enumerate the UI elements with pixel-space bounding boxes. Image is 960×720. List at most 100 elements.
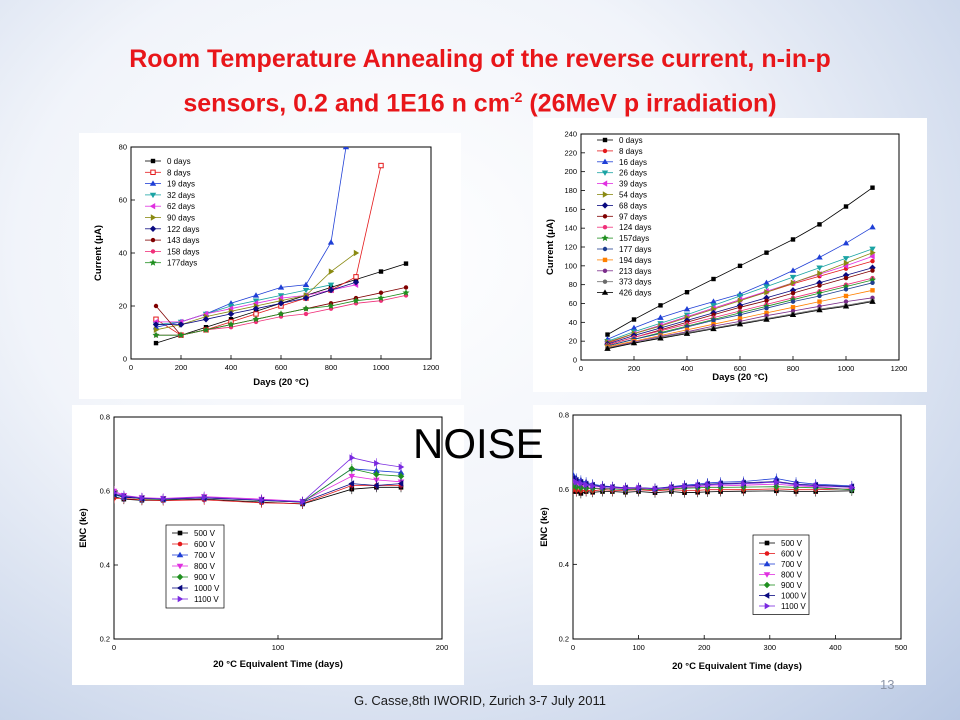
- x-tick-label: 400: [225, 363, 238, 372]
- data-point: [139, 494, 146, 502]
- data-point: [764, 310, 769, 316]
- data-point: [636, 484, 642, 492]
- data-point: [227, 310, 235, 318]
- title-line-2-post: (26MeV p irradiation): [522, 89, 777, 118]
- data-point: [843, 204, 849, 209]
- data-point: [348, 473, 356, 480]
- legend-marker: [602, 214, 608, 219]
- x-tick-label: 0: [579, 364, 583, 373]
- legend-label: 900 V: [194, 573, 216, 582]
- footer-citation: G. Casse,8th IWORID, Zurich 3-7 July 201…: [354, 693, 606, 708]
- y-tick-label: 40: [569, 318, 577, 327]
- data-point: [790, 237, 796, 242]
- data-point: [705, 481, 711, 489]
- y-axis-label: Current (μA): [93, 225, 104, 281]
- legend-label: 0 days: [619, 136, 643, 145]
- x-axis-label: Days (20 °C): [712, 372, 768, 383]
- data-point: [623, 484, 629, 492]
- legend-marker: [764, 540, 770, 546]
- y-tick-label: 160: [564, 205, 577, 214]
- data-point: [711, 276, 716, 282]
- data-point: [870, 268, 875, 273]
- y-tick-label: 120: [564, 243, 577, 252]
- legend-label: 97 days: [619, 212, 647, 221]
- x-tick-label: 0: [571, 643, 575, 652]
- data-point: [710, 303, 717, 309]
- legend-label: 158 days: [167, 247, 199, 256]
- y-tick-label: 20: [119, 302, 127, 311]
- y-tick-label: 240: [564, 130, 577, 139]
- data-point: [348, 465, 356, 473]
- data-point: [302, 287, 310, 294]
- data-point: [302, 281, 310, 287]
- legend-label: 19 days: [167, 180, 195, 189]
- legend-label: 1100 V: [194, 595, 219, 604]
- data-point: [842, 256, 850, 262]
- series-line-1: [114, 486, 401, 505]
- data-point: [869, 246, 876, 253]
- legend-label: 0 days: [167, 157, 191, 166]
- data-point: [870, 249, 876, 256]
- legend-label: 143 days: [167, 236, 199, 245]
- data-point: [842, 272, 850, 279]
- x-tick-label: 800: [325, 363, 338, 372]
- data-point: [152, 331, 160, 339]
- data-point: [153, 326, 160, 334]
- legend-marker: [763, 592, 770, 599]
- data-point: [710, 325, 717, 332]
- legend-label: 8 days: [167, 168, 191, 177]
- data-point: [327, 239, 335, 245]
- legend-label: 900 V: [781, 581, 803, 590]
- y-tick-label: 220: [564, 148, 577, 157]
- y-tick-label: 0.4: [559, 560, 569, 569]
- legend-label: 177days: [167, 259, 197, 268]
- data-point: [817, 270, 823, 277]
- series-group: [152, 147, 410, 346]
- y-tick-label: 80: [569, 280, 577, 289]
- data-point: [817, 283, 822, 288]
- legend-label: 500 V: [194, 529, 216, 538]
- data-point: [763, 284, 770, 290]
- data-point: [684, 290, 690, 295]
- legend-marker: [177, 595, 184, 603]
- legend-marker: [177, 541, 183, 547]
- legend-marker: [150, 169, 156, 175]
- data-point: [352, 297, 360, 304]
- y-tick-label: 0.8: [559, 411, 569, 420]
- data-point: [252, 305, 260, 312]
- y-tick-label: 0.8: [100, 413, 110, 422]
- data-point: [630, 324, 638, 331]
- data-point: [817, 299, 822, 304]
- plot-frame: [572, 414, 902, 640]
- data-point: [737, 297, 744, 304]
- data-point: [737, 305, 743, 310]
- data-point: [300, 498, 306, 506]
- legend-label: 600 V: [781, 550, 803, 559]
- data-point: [177, 331, 185, 339]
- x-tick-label: 500: [895, 643, 908, 652]
- data-point: [327, 302, 335, 309]
- data-point: [353, 274, 359, 280]
- data-point: [816, 265, 823, 271]
- y-axis-label: ENC (ke): [539, 507, 550, 547]
- series-group: [604, 185, 876, 351]
- data-point: [870, 185, 875, 190]
- y-axis-label: ENC (ke): [78, 508, 89, 548]
- legend-marker: [602, 137, 608, 143]
- x-axis-label: 20 °C Equivalent Time (days): [672, 661, 802, 672]
- legend-label: 124 days: [619, 223, 651, 232]
- y-tick-label: 0: [123, 355, 127, 364]
- data-point: [869, 264, 876, 271]
- data-point: [378, 290, 384, 295]
- page-number: 13: [880, 677, 895, 692]
- legend-marker: [149, 225, 157, 232]
- legend-marker: [763, 572, 771, 578]
- legend-marker: [176, 563, 184, 570]
- legend-label: 213 days: [619, 267, 651, 276]
- data-point: [790, 305, 796, 310]
- chart-panel-noise-2: 0 100 200 300 400 500 0.2 0.4 0.6 0.8 20 °C Equiva…: [533, 405, 926, 685]
- data-point: [774, 478, 780, 486]
- data-point: [870, 288, 875, 293]
- legend-label: 16 days: [619, 158, 647, 167]
- x-tick-label: 200: [628, 364, 641, 373]
